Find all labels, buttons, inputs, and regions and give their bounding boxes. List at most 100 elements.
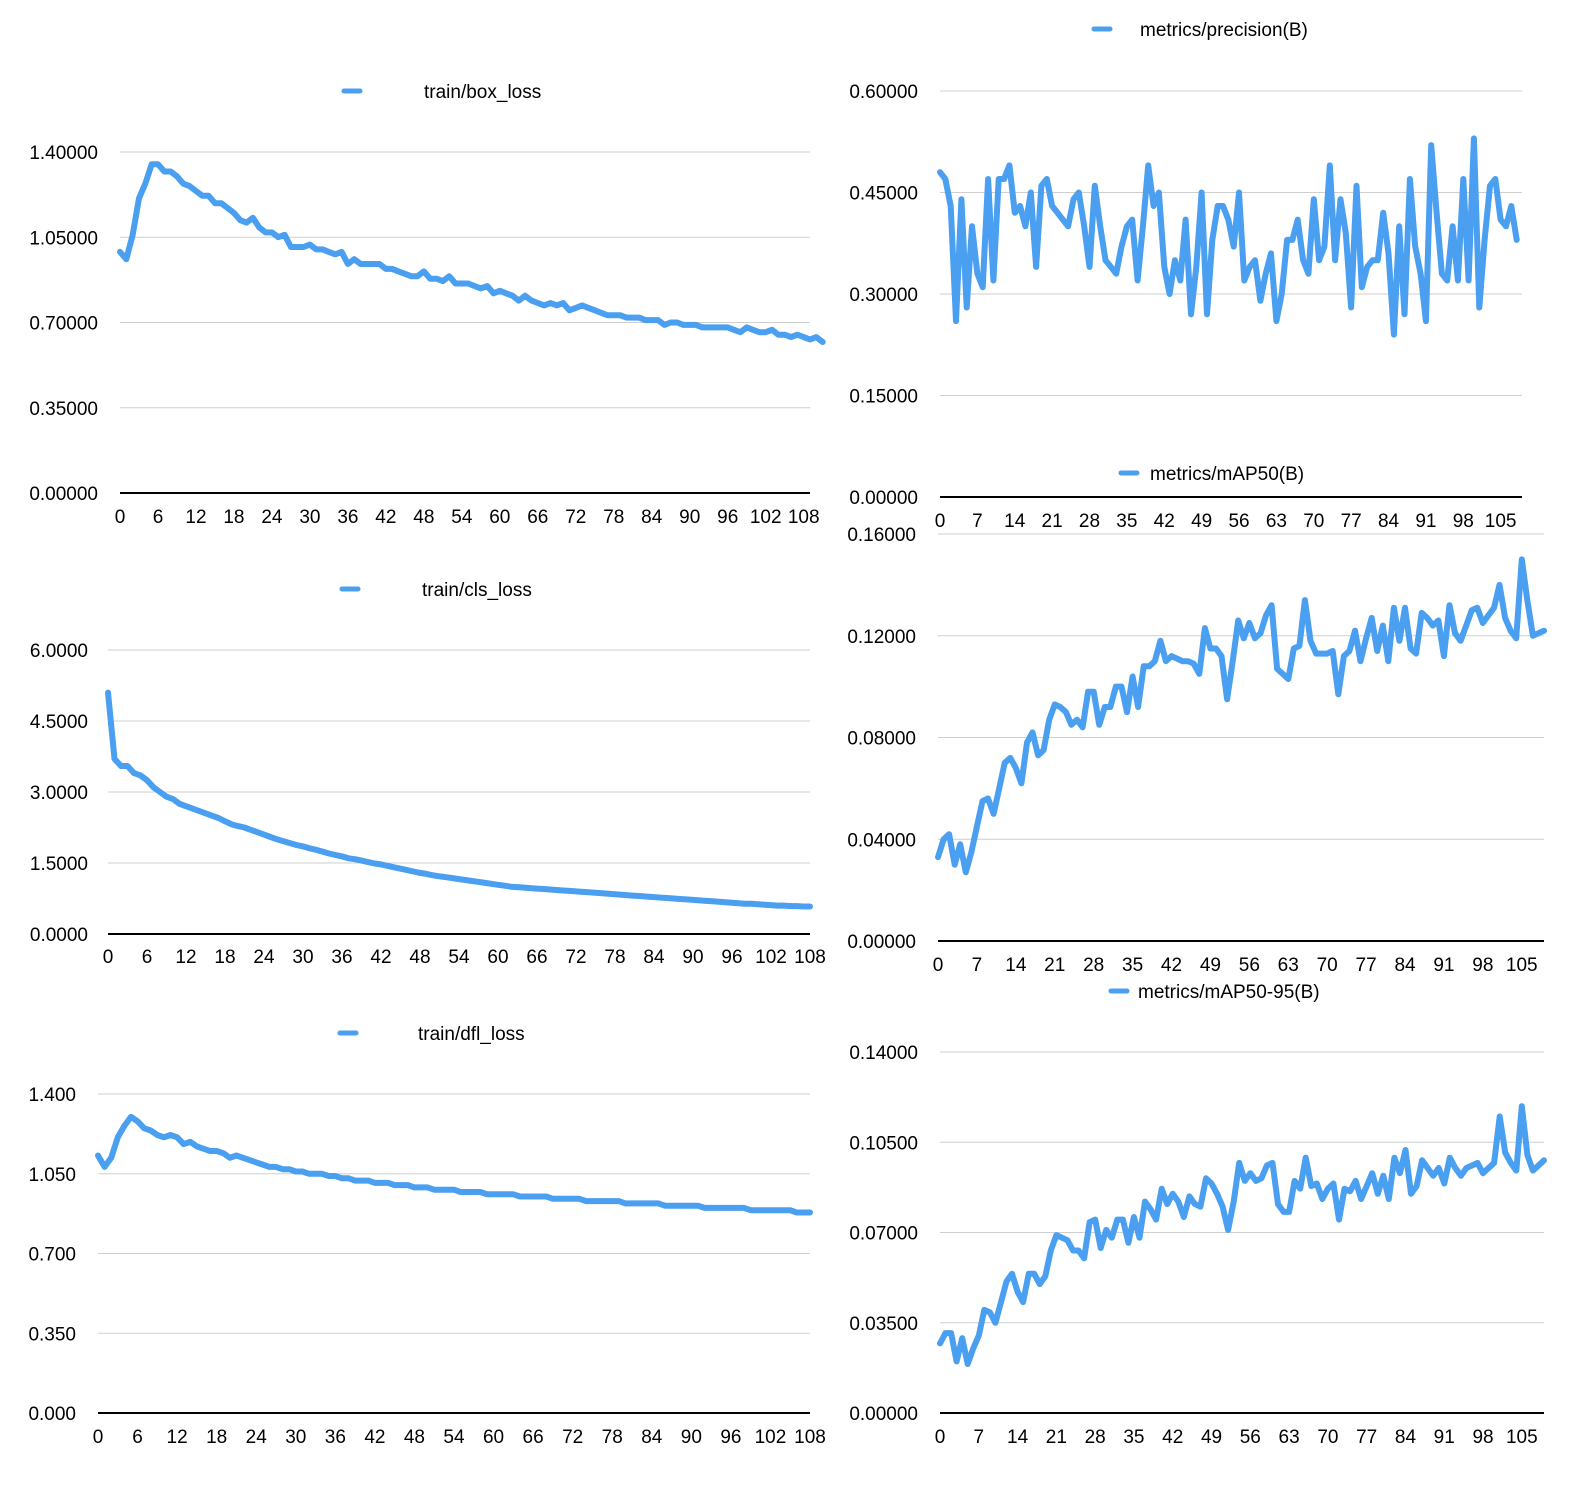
- y-tick-label: 1.05000: [29, 228, 98, 249]
- x-tick-label: 0: [93, 1427, 104, 1448]
- y-tick-label: 0.00000: [847, 932, 916, 953]
- series-line-metrics/precision(B): [937, 135, 1520, 338]
- x-tick-label: 0: [933, 955, 944, 976]
- x-tick-label: 66: [527, 507, 548, 528]
- x-tick-label: 24: [246, 1427, 268, 1448]
- y-tick-label: 0.30000: [849, 285, 918, 306]
- x-tick-label: 6: [142, 947, 153, 968]
- x-tick-label: 42: [1154, 511, 1175, 532]
- x-tick-label: 21: [1046, 1427, 1067, 1448]
- x-tick-label: 30: [292, 947, 313, 968]
- x-tick-label: 98: [1472, 1427, 1493, 1448]
- x-tick-label: 63: [1279, 1427, 1300, 1448]
- x-tick-label: 102: [750, 507, 782, 528]
- x-tick-label: 18: [206, 1427, 227, 1448]
- x-tick-label: 78: [602, 1427, 623, 1448]
- x-tick-label: 49: [1201, 1427, 1222, 1448]
- x-tick-label: 84: [1394, 955, 1416, 976]
- series-line-train/dfl_loss: [95, 1113, 813, 1216]
- x-tick-label: 12: [167, 1427, 188, 1448]
- x-tick-label: 48: [413, 507, 434, 528]
- x-tick-label: 77: [1356, 955, 1377, 976]
- x-tick-label: 108: [794, 1427, 826, 1448]
- x-tick-label: 70: [1317, 955, 1338, 976]
- y-tick-label: 0.000: [28, 1404, 76, 1425]
- x-tick-label: 54: [443, 1427, 465, 1448]
- x-tick-label: 48: [404, 1427, 425, 1448]
- x-tick-label: 56: [1240, 1427, 1261, 1448]
- x-tick-label: 28: [1083, 955, 1104, 976]
- x-tick-label: 70: [1303, 511, 1324, 532]
- y-tick-label: 0.10500: [849, 1133, 918, 1154]
- legend-label: train/box_loss: [424, 82, 541, 103]
- x-tick-label: 72: [562, 1427, 583, 1448]
- legend: train/dfl_loss: [337, 1024, 525, 1045]
- x-tick-label: 35: [1122, 955, 1143, 976]
- x-tick-label: 0: [935, 1427, 946, 1448]
- x-tick-label: 36: [331, 947, 352, 968]
- x-tick-label: 78: [604, 947, 625, 968]
- y-tick-label: 0.16000: [847, 525, 916, 546]
- y-tick-label: 0.15000: [849, 387, 918, 408]
- x-tick-label: 56: [1228, 511, 1249, 532]
- x-tick-label: 24: [261, 507, 283, 528]
- x-tick-label: 102: [755, 947, 787, 968]
- y-tick-label: 1.40000: [29, 143, 98, 164]
- x-tick-label: 78: [603, 507, 624, 528]
- x-tick-label: 63: [1278, 955, 1299, 976]
- y-tick-label: 0.60000: [849, 82, 918, 103]
- x-tick-label: 98: [1453, 511, 1474, 532]
- y-tick-label: 0.00000: [849, 488, 918, 509]
- y-tick-label: 3.0000: [30, 783, 88, 804]
- x-tick-label: 7: [973, 1427, 984, 1448]
- y-tick-label: 0.35000: [29, 399, 98, 420]
- x-tick-label: 66: [523, 1427, 544, 1448]
- y-tick-label: 0.14000: [849, 1043, 918, 1064]
- x-tick-label: 63: [1266, 511, 1287, 532]
- x-tick-label: 0: [115, 507, 126, 528]
- x-tick-label: 96: [721, 947, 742, 968]
- x-tick-label: 54: [448, 947, 470, 968]
- x-tick-label: 42: [1161, 955, 1182, 976]
- x-tick-label: 108: [794, 947, 826, 968]
- chart-panel-1: 0.0000 1.5000 3.0000 4.5000 6.0000 0 6 12 18 24 30…: [30, 580, 826, 968]
- x-tick-label: 12: [185, 507, 206, 528]
- y-tick-label: 0.07000: [849, 1224, 918, 1245]
- series-line-train/cls_loss: [105, 689, 813, 910]
- x-tick-label: 90: [681, 1427, 702, 1448]
- x-tick-label: 36: [325, 1427, 346, 1448]
- x-tick-label: 90: [682, 947, 703, 968]
- series-line-metrics/mAP50-95(B): [937, 1103, 1547, 1367]
- x-tick-label: 72: [565, 947, 586, 968]
- x-tick-label: 7: [972, 955, 983, 976]
- x-tick-label: 14: [1007, 1427, 1029, 1448]
- x-tick-label: 24: [253, 947, 275, 968]
- y-tick-label: 0.70000: [29, 314, 98, 335]
- x-tick-label: 108: [788, 507, 820, 528]
- x-tick-label: 0: [935, 511, 946, 532]
- x-tick-label: 35: [1116, 511, 1137, 532]
- x-tick-label: 77: [1356, 1427, 1377, 1448]
- x-tick-label: 54: [451, 507, 473, 528]
- x-tick-label: 84: [643, 947, 665, 968]
- x-tick-label: 36: [337, 507, 358, 528]
- x-tick-label: 6: [153, 507, 164, 528]
- chart-panel-3: 0.00000 0.15000 0.30000 0.45000 0.60000 0 7 14 2…: [849, 20, 1522, 532]
- x-tick-label: 14: [1004, 511, 1026, 532]
- x-tick-label: 96: [717, 507, 738, 528]
- x-tick-label: 77: [1341, 511, 1362, 532]
- x-tick-label: 84: [641, 507, 663, 528]
- x-tick-label: 60: [489, 507, 510, 528]
- series-line-metrics/mAP50(B): [935, 556, 1547, 876]
- x-tick-label: 49: [1200, 955, 1221, 976]
- x-tick-label: 91: [1415, 511, 1436, 532]
- y-tick-label: 1.050: [28, 1165, 76, 1186]
- x-tick-label: 91: [1433, 955, 1454, 976]
- x-tick-label: 42: [375, 507, 396, 528]
- chart-panel-4: 0.00000 0.04000 0.08000 0.12000 0.16000 0 7 14 2…: [847, 464, 1547, 976]
- chart-panel-5: 0.00000 0.03500 0.07000 0.10500 0.14000 0 7 14 2…: [849, 982, 1547, 1448]
- legend-label: metrics/mAP50(B): [1150, 464, 1304, 485]
- y-tick-label: 0.700: [28, 1245, 76, 1266]
- x-tick-label: 21: [1044, 955, 1065, 976]
- x-tick-label: 30: [285, 1427, 306, 1448]
